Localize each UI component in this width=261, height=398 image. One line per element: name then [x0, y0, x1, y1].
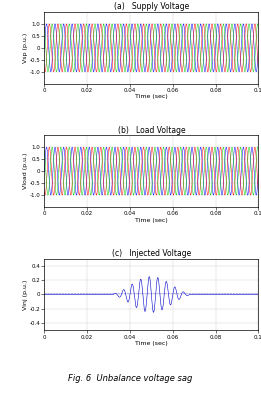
X-axis label: Time (sec): Time (sec) — [135, 94, 168, 99]
Text: Fig. 6  Unbalance voltage sag: Fig. 6 Unbalance voltage sag — [68, 374, 193, 382]
Y-axis label: Vload (p.u.): Vload (p.u.) — [23, 153, 28, 189]
Title: (b)   Load Voltage: (b) Load Voltage — [117, 125, 185, 135]
Y-axis label: Vsp (p.u.): Vsp (p.u.) — [23, 33, 28, 63]
Title: (c)   Injected Voltage: (c) Injected Voltage — [112, 249, 191, 258]
X-axis label: Time (sec): Time (sec) — [135, 341, 168, 346]
X-axis label: Time (sec): Time (sec) — [135, 218, 168, 222]
Y-axis label: Vinj (p.u.): Vinj (p.u.) — [23, 279, 28, 310]
Title: (a)   Supply Voltage: (a) Supply Voltage — [114, 2, 189, 11]
